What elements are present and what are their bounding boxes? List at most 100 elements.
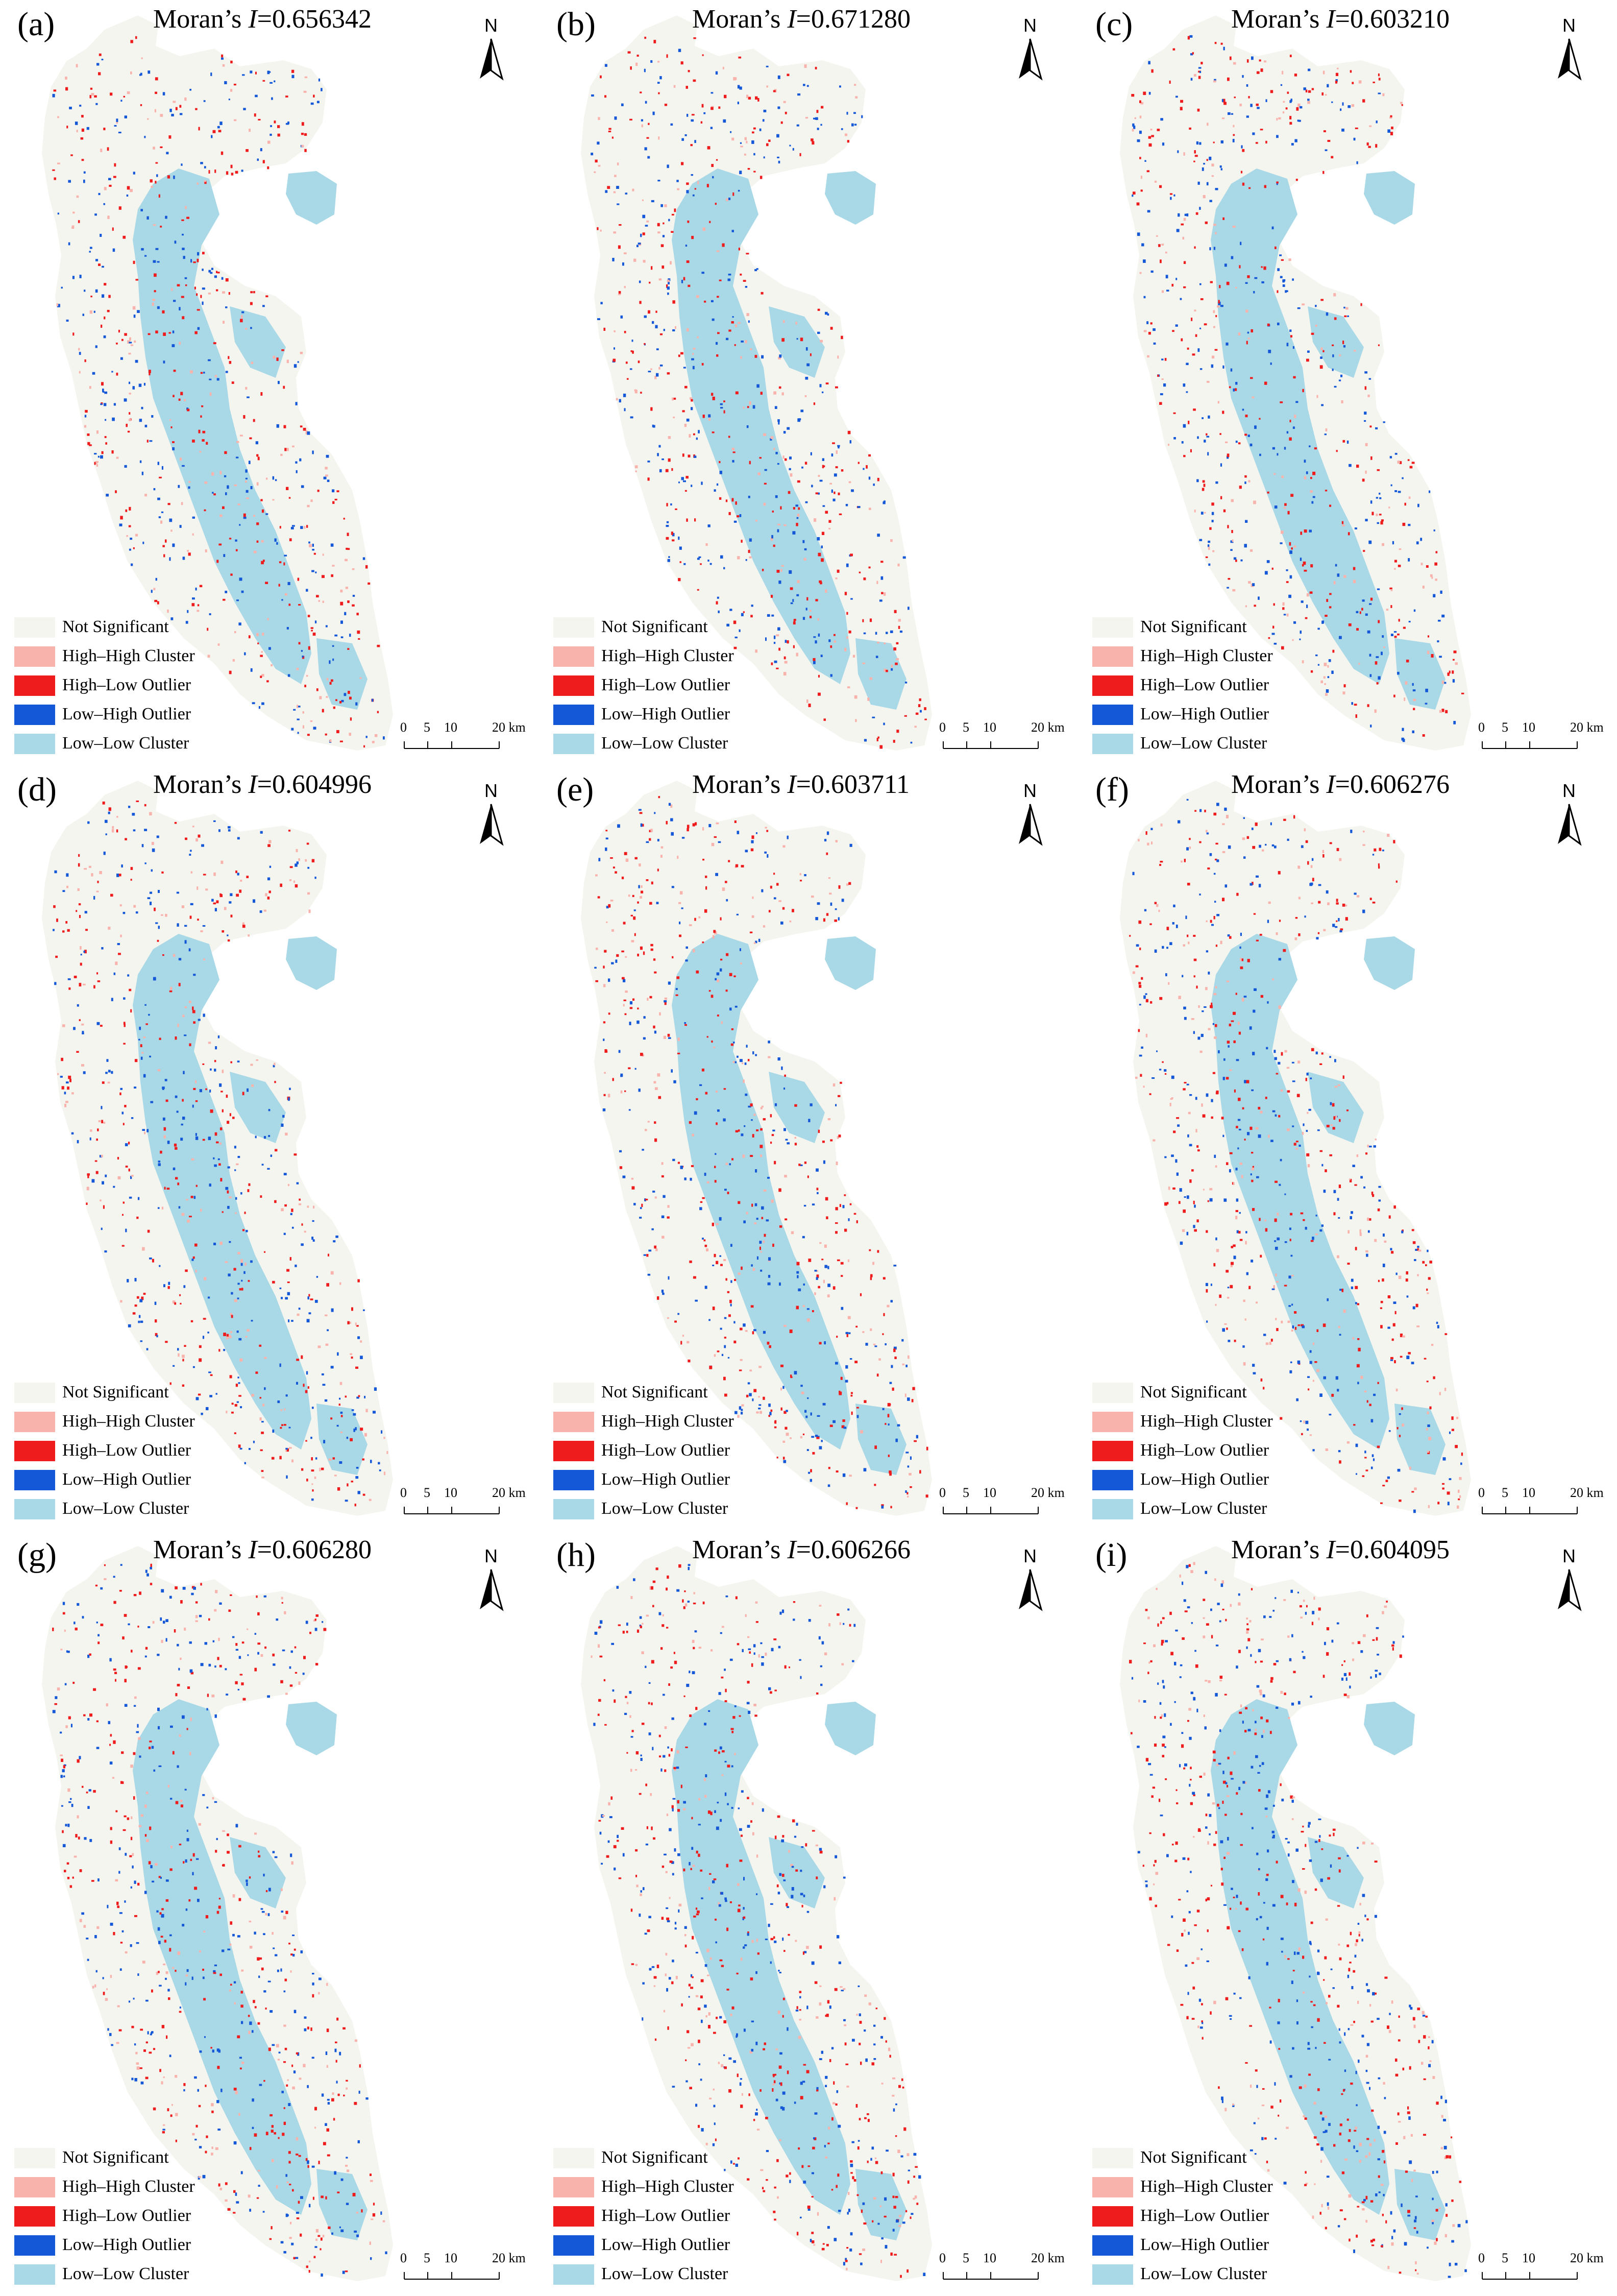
cluster-cell (304, 526, 306, 529)
cluster-cell (68, 1801, 71, 1803)
cluster-cell (827, 1484, 830, 1487)
cluster-cell (676, 976, 680, 979)
cluster-cell (170, 1725, 173, 1728)
cluster-cell (358, 1395, 360, 1397)
cluster-cell (235, 1212, 237, 1214)
cluster-cell (846, 112, 848, 115)
cluster-cell (1251, 827, 1254, 830)
cluster-cell (179, 342, 181, 345)
cluster-cell (240, 880, 242, 882)
cluster-cell (214, 1665, 216, 1668)
cluster-cell (332, 489, 335, 493)
cluster-cell (1334, 385, 1337, 388)
cluster-cell (213, 872, 216, 876)
cluster-cell (608, 904, 611, 908)
cluster-cell (203, 372, 205, 374)
cluster-cell (293, 2010, 297, 2014)
cluster-cell (734, 1411, 738, 1414)
cluster-cell (152, 848, 155, 852)
cluster-cell (672, 329, 675, 331)
cluster-cell (1399, 1413, 1401, 1415)
cluster-cell (157, 1069, 161, 1072)
cluster-cell (311, 859, 315, 863)
cluster-cell (746, 1394, 749, 1397)
cluster-cell (326, 678, 329, 681)
cluster-cell (190, 1196, 193, 1198)
cluster-cell (1297, 865, 1301, 869)
cluster-cell (104, 316, 106, 320)
cluster-cell (1275, 1246, 1278, 1250)
cluster-cell (1193, 958, 1197, 961)
cluster-cell (149, 373, 151, 376)
cluster-cell (841, 335, 843, 340)
cluster-cell (1245, 309, 1248, 313)
cluster-cell (370, 1460, 372, 1463)
cluster-cell (1401, 1407, 1403, 1410)
cluster-cell (666, 521, 669, 523)
cluster-cell (307, 734, 310, 736)
cluster-cell (630, 914, 633, 916)
cluster-cell (786, 1410, 788, 1412)
cluster-cell (234, 1404, 237, 1407)
cluster-cell (698, 916, 701, 919)
cluster-cell (726, 953, 729, 956)
cluster-cell (206, 2135, 208, 2138)
cluster-cell (149, 1258, 152, 1260)
cluster-cell (283, 2251, 286, 2254)
cluster-cell (1319, 365, 1323, 369)
cluster-cell (1138, 920, 1142, 924)
cluster-cell (735, 391, 739, 395)
cluster-cell (886, 632, 888, 634)
cluster-cell (212, 1640, 215, 1642)
cluster-cell (1251, 1152, 1254, 1154)
cluster-cell (108, 927, 111, 930)
cluster-cell (209, 613, 211, 615)
cluster-cell (679, 934, 681, 937)
cluster-cell (1276, 932, 1278, 935)
cluster-cell (1358, 1347, 1361, 1351)
cluster-cell (136, 1216, 139, 1219)
cluster-cell (1451, 1429, 1454, 1431)
cluster-cell (1279, 920, 1281, 922)
cluster-cell (342, 2027, 346, 2029)
cluster-cell (1231, 530, 1233, 534)
legend-swatch (14, 1499, 55, 1519)
cluster-cell (1219, 285, 1221, 288)
cluster-cell (198, 2105, 201, 2108)
cluster-cell (1261, 266, 1263, 268)
cluster-cell (328, 1458, 332, 1461)
cluster-cell (1236, 1230, 1239, 1234)
cluster-cell (787, 1142, 790, 1145)
cluster-cell (719, 471, 722, 474)
cluster-cell (710, 107, 714, 110)
cluster-cell (797, 514, 800, 517)
cluster-cell (195, 1858, 199, 1860)
cluster-cell (356, 613, 359, 616)
cluster-cell (684, 385, 688, 389)
cluster-cell (207, 1332, 209, 1334)
cluster-cell (1163, 383, 1166, 387)
cluster-cell (108, 178, 111, 180)
cluster-cell (1228, 578, 1231, 580)
cluster-cell (199, 451, 202, 453)
cluster-cell (1151, 841, 1153, 844)
cluster-cell (77, 1815, 79, 1819)
cluster-cell (644, 147, 647, 151)
cluster-cell (193, 1087, 196, 1090)
cluster-cell (210, 1068, 212, 1071)
cluster-cell (759, 1241, 762, 1244)
cluster-cell (812, 141, 815, 145)
cluster-cell (89, 247, 92, 249)
cluster-cell (239, 1358, 243, 1362)
cluster-cell (312, 1239, 315, 1242)
cluster-cell (770, 1409, 773, 1412)
cluster-cell (106, 494, 109, 497)
cluster-cell (1351, 1286, 1354, 1289)
cluster-cell (79, 352, 81, 355)
cluster-cell (850, 598, 853, 600)
cluster-cell (250, 1064, 253, 1066)
cluster-cell (199, 585, 203, 588)
cluster-cell (310, 1298, 313, 1300)
cluster-cell (1323, 130, 1326, 132)
cluster-cell (755, 1054, 757, 1056)
